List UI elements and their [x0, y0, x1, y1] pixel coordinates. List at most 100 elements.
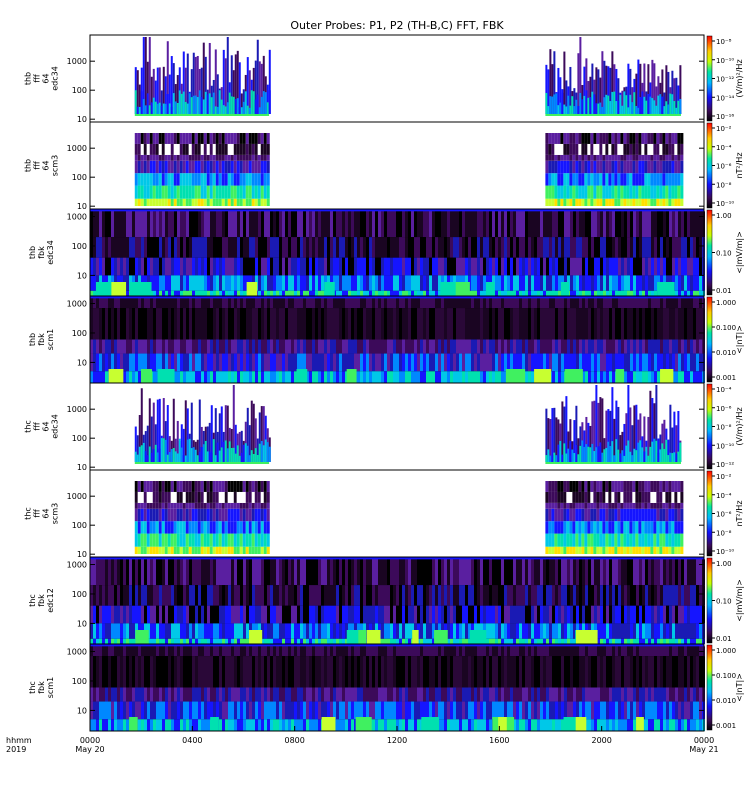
- spectrogram-cell: [607, 66, 610, 114]
- spectrogram-cell: [602, 508, 606, 522]
- spectrogram-cell: [579, 605, 582, 624]
- spectrogram-cell: [677, 502, 681, 509]
- spectrogram-cell: [248, 425, 251, 462]
- spectrogram-cell: [207, 290, 210, 296]
- spectrogram-cell: [522, 623, 525, 639]
- spectrogram-cell: [477, 237, 480, 258]
- spectrogram-cell: [444, 211, 447, 238]
- spectrogram-cell: [474, 290, 477, 296]
- spectrogram-cell: [393, 308, 396, 340]
- spectrogram-cell: [303, 237, 306, 258]
- spectrogram-cell: [200, 447, 203, 462]
- spectrogram-cell: [363, 585, 366, 606]
- spectrogram-cell: [426, 290, 429, 296]
- spectrogram-cell: [345, 298, 348, 309]
- spectrogram-cell: [210, 211, 213, 238]
- spectrogram-cell: [140, 546, 144, 554]
- spectrogram-cell: [227, 546, 231, 554]
- spectrogram-cell: [522, 339, 525, 354]
- spectrogram-cell: [585, 416, 588, 462]
- spectrogram-cell: [644, 502, 648, 509]
- spectrogram-cell: [659, 502, 663, 509]
- spectrogram-cell: [426, 353, 429, 372]
- spectrogram-cell: [531, 605, 534, 624]
- spectrogram-cell: [227, 173, 231, 186]
- spectrogram-cell: [402, 353, 405, 372]
- spectrogram-cell: [155, 173, 159, 186]
- spectrogram-cell: [99, 371, 102, 383]
- spectrogram-cell: [191, 533, 195, 547]
- spectrogram-cell: [629, 502, 633, 509]
- spectrogram-cell: [378, 559, 381, 586]
- spectrogram-cell: [531, 211, 534, 238]
- spectrogram-cell: [254, 448, 257, 462]
- spectrogram-cell: [648, 353, 651, 372]
- spectrogram-cell: [207, 308, 210, 340]
- spectrogram-cell: [435, 585, 438, 606]
- spectrogram-cell: [93, 638, 96, 644]
- spectrogram-cell: [560, 521, 564, 534]
- spectrogram-cell: [606, 339, 609, 354]
- spectrogram-cell: [569, 66, 572, 114]
- spectrogram-cell: [525, 623, 528, 639]
- spectrogram-cell: [234, 290, 237, 296]
- spectrogram-cell: [657, 339, 660, 354]
- spectrogram-cell: [134, 154, 138, 161]
- spectrogram-cell: [639, 308, 642, 340]
- spectrogram-cell: [558, 298, 561, 309]
- spectrogram-cell: [135, 353, 138, 372]
- spectrogram-cell: [621, 237, 624, 258]
- spectrogram-cell: [152, 68, 155, 114]
- spectrogram-cell: [170, 106, 173, 114]
- spectrogram-cell: [642, 605, 645, 624]
- spectrogram-cell: [270, 559, 273, 586]
- spectrogram-cell: [597, 402, 600, 462]
- spectrogram-cell: [495, 605, 498, 624]
- spectrogram-cell: [629, 508, 633, 522]
- spectrogram-cell: [170, 481, 174, 492]
- spectrogram-cell: [579, 237, 582, 258]
- spectrogram-cell: [162, 438, 165, 462]
- spectrogram-cell: [447, 605, 450, 624]
- spectrogram-cell: [402, 308, 405, 340]
- spectrogram-cell: [666, 308, 669, 340]
- spectrogram-cell: [366, 257, 369, 276]
- spectrogram-cell: [665, 65, 668, 114]
- spectrogram-cell: [630, 290, 633, 296]
- spectrogram-cell: [679, 442, 682, 462]
- spectrogram-cell: [248, 173, 252, 186]
- spectrogram-cell: [480, 339, 483, 354]
- spectrogram-cell: [276, 298, 279, 309]
- spectrogram-cell: [498, 585, 501, 606]
- spectrogram-cell: [480, 605, 483, 624]
- spectrogram-cell: [663, 559, 666, 586]
- spectrogram-cell: [182, 185, 186, 199]
- spectrogram-cell: [260, 63, 263, 114]
- spectrogram-cell: [318, 298, 321, 309]
- spectrogram-cell: [531, 308, 534, 340]
- spectrogram-cell: [152, 198, 156, 206]
- spectrogram-cell: [158, 102, 161, 114]
- spectrogram-cell: [576, 339, 579, 354]
- spectrogram-cell: [150, 308, 153, 340]
- spectrogram-cell: [153, 559, 156, 586]
- spectrogram-cell: [636, 298, 639, 309]
- spectrogram-cell: [243, 353, 246, 372]
- spectrogram-cell: [659, 185, 663, 199]
- spectrogram-cell: [270, 605, 273, 624]
- spectrogram-cell: [513, 585, 516, 606]
- spectrogram-cell: [179, 521, 183, 534]
- spectrogram-cell: [645, 298, 648, 309]
- spectrogram-cell: [438, 298, 441, 309]
- spectrogram-cell: [492, 371, 495, 383]
- spectrogram-cell: [186, 339, 189, 354]
- spectrogram-cell: [153, 585, 156, 606]
- spectrogram-cell: [621, 559, 624, 586]
- spectrogram-cell: [645, 237, 648, 258]
- spectrogram-cell: [693, 308, 696, 340]
- spectrogram-cell: [176, 173, 180, 186]
- spectrogram-cell: [96, 211, 99, 238]
- spectrogram-cell: [570, 257, 573, 276]
- spectrogram-cell: [261, 211, 264, 238]
- spectrogram-cell: [573, 339, 576, 354]
